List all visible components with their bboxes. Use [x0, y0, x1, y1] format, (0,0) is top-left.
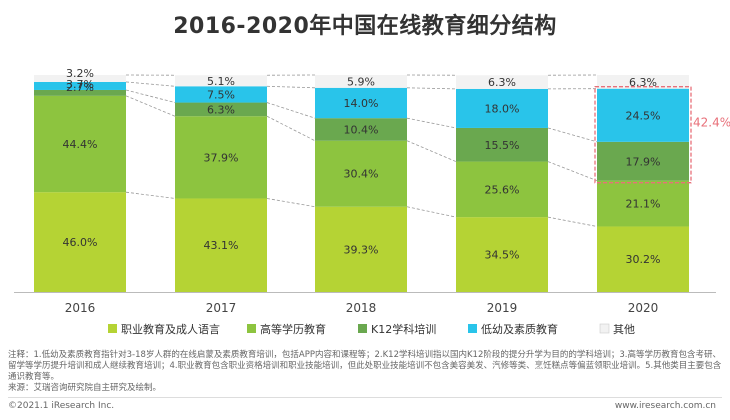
- data-label: 2.7%: [66, 81, 94, 94]
- connector-line: [547, 161, 598, 182]
- x-tick-label: 2018: [346, 301, 377, 315]
- data-label: 39.3%: [344, 243, 379, 256]
- chart-title: 2016-2020年中国在线教育细分结构: [173, 14, 557, 39]
- connector-line: [406, 117, 457, 129]
- legend-label: 高等学历教育: [260, 322, 326, 336]
- bar-segment: [315, 118, 407, 141]
- highlight-label: 42.4%: [693, 116, 730, 130]
- data-label: 18.0%: [485, 102, 520, 115]
- bar-segment: [456, 217, 548, 292]
- legend-swatch: [599, 323, 610, 334]
- legend-swatch: [247, 324, 256, 333]
- bar-segment: [597, 226, 689, 292]
- data-label: 24.5%: [626, 109, 661, 122]
- bar-segment: [175, 198, 267, 292]
- connector-line: [125, 95, 176, 117]
- connector-line: [125, 191, 176, 199]
- bar-segment: [34, 81, 126, 90]
- stacked-bar-chart: 2016 2017 2018 2019 2020 46.0% 44.4% 2.7%3.7%3.…: [14, 67, 730, 336]
- bar-segment: [34, 75, 126, 82]
- footer-divider: [8, 397, 722, 398]
- bar-segment: [34, 95, 126, 193]
- copyright-text: ©2021.1 iResearch Inc.: [8, 401, 115, 411]
- bar-segment: [175, 116, 267, 199]
- data-label: 37.9%: [204, 151, 239, 164]
- data-label: 44.4%: [63, 138, 98, 151]
- connector-line: [125, 81, 176, 87]
- data-label: 6.3%: [629, 76, 657, 89]
- connector-line: [547, 127, 598, 143]
- chart-notes: 注释：1.低幼及素质教育指针对3-18岁人群的在线启蒙及素质教育培训，包括APP…: [8, 350, 722, 394]
- legend-label: K12学科培训: [371, 322, 436, 336]
- data-label: 6.3%: [488, 76, 516, 89]
- data-label: 17.9%: [626, 155, 661, 168]
- bar-segment: [315, 87, 407, 119]
- x-tick-label: 2016: [65, 301, 96, 315]
- bar-segment: [315, 140, 407, 207]
- bar-segment: [597, 75, 689, 89]
- source-text: 来源：艾瑞咨询研究院自主研究及绘制。: [8, 383, 162, 393]
- data-label: 14.0%: [344, 97, 379, 110]
- legend-swatch: [468, 324, 477, 333]
- data-label: 3.2%: [66, 67, 94, 80]
- legend-swatch: [358, 324, 367, 333]
- legend-label: 职业教育及成人语言: [121, 322, 220, 336]
- data-label: 5.9%: [347, 75, 375, 88]
- connector-line: [266, 115, 316, 142]
- data-label: 30.4%: [344, 168, 379, 181]
- legend-swatch: [108, 324, 117, 333]
- connector-line: [266, 102, 316, 119]
- data-label: 10.4%: [344, 123, 379, 136]
- data-label: 15.5%: [485, 139, 520, 152]
- x-tick-label: 2020: [628, 301, 659, 315]
- notes-text: 注释：1.低幼及素质教育指针对3-18岁人群的在线启蒙及素质教育培训，包括APP…: [8, 350, 722, 382]
- bar-segment: [456, 88, 548, 128]
- bar-segment: [34, 192, 126, 292]
- data-label: 25.6%: [485, 183, 520, 196]
- data-label: 3.7%: [66, 78, 94, 91]
- legend-label: 低幼及素质教育: [481, 322, 558, 336]
- legend-label: 其他: [613, 323, 635, 336]
- data-label: 5.1%: [207, 75, 235, 88]
- bar-segment: [456, 127, 548, 162]
- data-label: 6.3%: [207, 103, 235, 116]
- bar-segment: [597, 180, 689, 227]
- connector-line: [406, 87, 457, 90]
- bar-segment: [175, 75, 267, 87]
- connector-line: [406, 206, 457, 218]
- bar-segment: [315, 75, 407, 88]
- data-label: 43.1%: [204, 239, 239, 252]
- bar-segment: [315, 206, 407, 292]
- website-text: www.iresearch.com.cn: [614, 401, 716, 411]
- bar-segment: [597, 88, 689, 142]
- x-tick-label: 2019: [487, 301, 518, 315]
- bar-segment: [456, 75, 548, 89]
- connector-line: [125, 89, 176, 103]
- data-label: 34.5%: [485, 249, 520, 262]
- bar-segment: [456, 161, 548, 218]
- connector-line: [266, 198, 316, 208]
- bar-segment: [34, 89, 126, 96]
- bar-segment: [597, 141, 689, 181]
- connector-line: [406, 140, 457, 162]
- data-label: 21.1%: [626, 198, 661, 211]
- x-tick-label: 2017: [206, 301, 237, 315]
- bar-segment: [175, 102, 267, 117]
- connector-line: [266, 85, 316, 89]
- highlight-box: [594, 86, 692, 184]
- data-label: 30.2%: [626, 253, 661, 266]
- data-label: 7.5%: [207, 88, 235, 101]
- data-label: 46.0%: [63, 236, 98, 249]
- connector-line: [547, 216, 598, 227]
- bar-segment: [175, 86, 267, 103]
